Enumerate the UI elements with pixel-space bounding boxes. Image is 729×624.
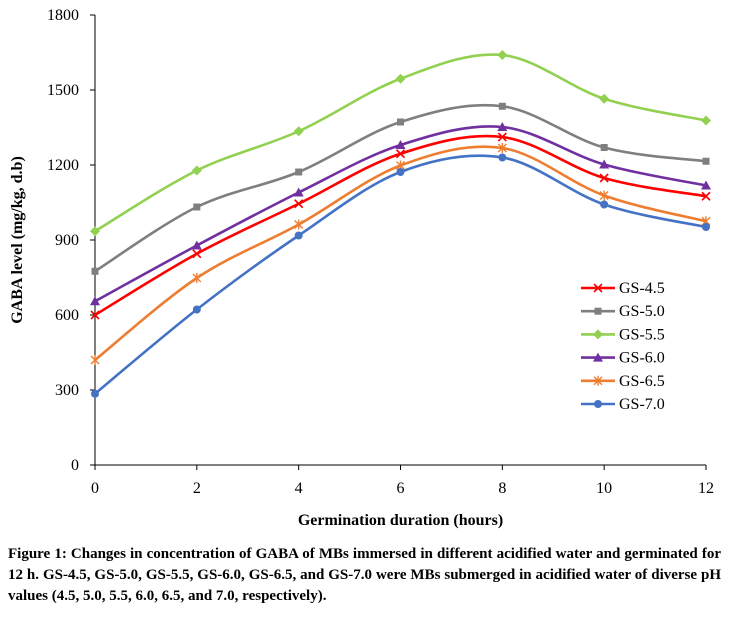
x-tick-label: 0 bbox=[91, 480, 99, 497]
figure-caption: Figure 1: Changes in concentration of GA… bbox=[8, 546, 721, 604]
x-tick-label: 10 bbox=[596, 480, 612, 497]
legend-marker-gs-6-5 bbox=[593, 375, 603, 386]
series-gs-6-5 bbox=[90, 143, 711, 365]
x-tick-label: 12 bbox=[698, 480, 714, 497]
legend-label-gs-7-0: GS-7.0 bbox=[619, 396, 665, 413]
legend-label-gs-6-0: GS-6.0 bbox=[619, 350, 665, 367]
data-point-gs-7-0 bbox=[396, 168, 405, 176]
series-gs-5-5 bbox=[90, 50, 711, 237]
legend-item-gs-5-5: GS-5.5 bbox=[581, 326, 665, 343]
axes: 0 300 600 900 1200 1500 1800 0 2 4 6 8 10 12 bbox=[47, 7, 714, 497]
y-tick-label: 600 bbox=[55, 307, 79, 324]
series-layer bbox=[90, 50, 711, 398]
data-point-gs-5-5 bbox=[191, 165, 202, 176]
y-tick-label: 300 bbox=[55, 382, 79, 399]
legend-item-gs-5-0: GS-5.0 bbox=[581, 303, 665, 320]
data-point-gs-6-0 bbox=[293, 187, 304, 197]
y-axis-title: GABA level (mg/kg, d.b) bbox=[9, 156, 26, 324]
data-point-gs-4-5 bbox=[701, 191, 711, 201]
y-tick-label: 1200 bbox=[47, 157, 79, 174]
data-point-gs-6-5 bbox=[497, 143, 507, 153]
legend-marker-gs-5-5 bbox=[593, 329, 603, 340]
data-point-gs-4-5 bbox=[497, 132, 507, 142]
series-line-gs-6-5 bbox=[94, 145, 707, 362]
legend-marker-gs-4-5 bbox=[593, 283, 603, 293]
series-gs-5-0 bbox=[91, 102, 710, 275]
data-point-gs-5-0 bbox=[397, 118, 404, 126]
data-point-gs-6-5 bbox=[192, 273, 202, 283]
x-tick-label: 4 bbox=[295, 480, 303, 497]
data-point-gs-5-0 bbox=[702, 157, 710, 165]
data-point-gs-6-5 bbox=[294, 219, 304, 230]
legend: GS-4.5 GS-5.0 GS-5.5 GS-6.0 GS-6.5 GS-7.0 bbox=[581, 280, 665, 413]
series-gs-4-5 bbox=[90, 132, 711, 320]
x-tick-label: 8 bbox=[498, 480, 506, 497]
data-point-gs-4-5 bbox=[90, 310, 100, 320]
data-point-gs-6-0 bbox=[191, 240, 202, 250]
data-point-gs-4-5 bbox=[395, 149, 406, 159]
data-point-gs-5-0 bbox=[295, 168, 303, 176]
y-tick-label: 900 bbox=[55, 232, 79, 249]
data-point-gs-6-0 bbox=[599, 159, 610, 169]
y-tick-label: 1800 bbox=[47, 7, 79, 24]
data-point-gs-7-0 bbox=[702, 223, 710, 231]
legend-marker-gs-7-0 bbox=[594, 400, 602, 408]
data-point-gs-5-0 bbox=[91, 267, 99, 275]
data-point-gs-7-0 bbox=[600, 200, 609, 209]
legend-label-gs-5-0: GS-5.0 bbox=[619, 303, 665, 320]
data-point-gs-5-5 bbox=[90, 226, 100, 237]
data-point-gs-4-5 bbox=[192, 249, 202, 259]
data-point-gs-5-5 bbox=[497, 50, 508, 60]
x-tick-label: 6 bbox=[397, 480, 405, 497]
data-point-gs-6-5 bbox=[90, 355, 100, 365]
data-point-gs-5-5 bbox=[395, 73, 406, 84]
data-point-gs-6-5 bbox=[599, 190, 609, 201]
legend-label-gs-6-5: GS-6.5 bbox=[619, 373, 665, 390]
data-point-gs-6-0 bbox=[701, 180, 711, 190]
data-point-gs-4-5 bbox=[599, 173, 609, 183]
x-axis-title: Germination duration (hours) bbox=[298, 512, 503, 529]
legend-label-gs-5-5: GS-5.5 bbox=[619, 326, 665, 343]
legend-marker-gs-6-0 bbox=[593, 352, 603, 362]
data-point-gs-7-0 bbox=[91, 389, 99, 398]
data-point-gs-6-0 bbox=[90, 296, 100, 306]
legend-item-gs-7-0: GS-7.0 bbox=[581, 396, 665, 413]
data-point-gs-4-5 bbox=[294, 199, 304, 209]
data-point-gs-7-0 bbox=[498, 153, 507, 162]
legend-item-gs-4-5: GS-4.5 bbox=[581, 280, 665, 297]
data-point-gs-7-0 bbox=[192, 305, 201, 314]
series-gs-7-0 bbox=[91, 153, 710, 398]
series-line-gs-5-0 bbox=[94, 103, 707, 273]
legend-item-gs-6-0: GS-6.0 bbox=[581, 350, 665, 367]
x-tick-label: 2 bbox=[193, 480, 201, 497]
data-point-gs-5-5 bbox=[293, 126, 304, 137]
data-point-gs-5-0 bbox=[498, 102, 506, 110]
y-tick-label: 1500 bbox=[47, 82, 79, 99]
data-point-gs-5-0 bbox=[193, 203, 201, 211]
legend-marker-gs-5-0 bbox=[594, 307, 602, 315]
data-point-gs-5-0 bbox=[600, 144, 608, 151]
series-gs-6-0 bbox=[90, 122, 711, 306]
legend-label-gs-4-5: GS-4.5 bbox=[619, 280, 665, 297]
y-tick-label: 0 bbox=[71, 457, 79, 474]
data-point-gs-6-0 bbox=[497, 122, 508, 131]
legend-item-gs-6-5: GS-6.5 bbox=[581, 373, 665, 390]
data-point-gs-5-5 bbox=[599, 93, 610, 104]
data-point-gs-7-0 bbox=[294, 231, 303, 240]
data-point-gs-5-5 bbox=[701, 115, 711, 126]
data-point-gs-6-0 bbox=[395, 140, 406, 149]
